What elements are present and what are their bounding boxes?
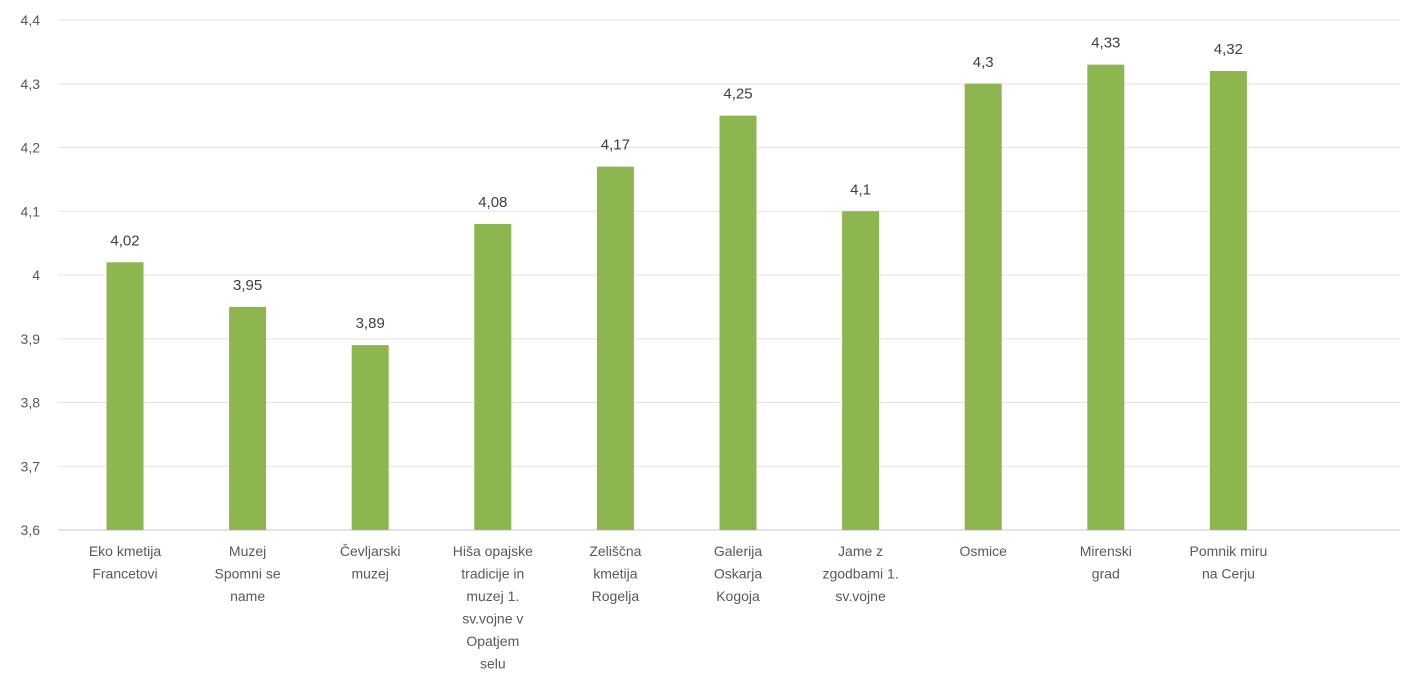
x-axis-category-labels: Eko kmetija Francetovi Muzej Spomni se name Č… xyxy=(89,543,1267,672)
category-label-line: Mirenski xyxy=(1080,543,1132,559)
category-label: Pomnik miru na Cerju xyxy=(1190,543,1268,582)
data-label: 4,3 xyxy=(973,54,994,71)
category-label-line: Osmice xyxy=(959,543,1007,559)
category-label-line: Zeliščna xyxy=(589,543,641,559)
bar xyxy=(1087,64,1125,530)
category-label: Hiša opajske tradicije in muzej 1. sv.vojne… xyxy=(453,543,533,672)
y-tick-label: 3,6 xyxy=(21,522,41,538)
category-label-line: na Cerju xyxy=(1202,566,1255,582)
category-label-line: Opatjem xyxy=(466,633,519,649)
data-label: 3,89 xyxy=(356,315,385,332)
bar xyxy=(596,166,634,530)
bar xyxy=(106,262,144,530)
category-label: Osmice xyxy=(959,543,1007,559)
category-label-line: kmetija xyxy=(593,566,638,582)
y-tick-label: 4,4 xyxy=(21,12,41,28)
category-label-line: Rogelja xyxy=(592,588,640,604)
category-label-line: Pomnik miru xyxy=(1190,543,1268,559)
y-tick-label: 4,3 xyxy=(21,76,41,92)
y-tick-label: 3,9 xyxy=(21,331,41,347)
category-label-line: Čevljarski xyxy=(340,543,401,559)
category-label-line: Eko kmetija xyxy=(89,543,162,559)
data-label: 3,95 xyxy=(233,277,262,294)
bar xyxy=(474,224,512,530)
category-label-line: Francetovi xyxy=(92,566,157,582)
category-label-line: zgodbami 1. xyxy=(822,566,898,582)
category-label-line: selu xyxy=(480,656,506,672)
category-label: Eko kmetija Francetovi xyxy=(89,543,162,582)
category-label-line: tradicije in xyxy=(461,566,524,582)
bars xyxy=(106,64,1247,530)
data-label: 4,02 xyxy=(110,232,139,249)
y-tick-label: 4 xyxy=(32,267,40,283)
category-label: Muzej Spomni se name xyxy=(215,543,281,604)
bar xyxy=(964,83,1002,530)
category-label-line: sv.vojne xyxy=(835,588,886,604)
data-label: 4,08 xyxy=(478,194,507,211)
bar xyxy=(842,211,880,530)
category-label-line: grad xyxy=(1092,566,1120,582)
data-label: 4,33 xyxy=(1091,35,1120,52)
y-tick-label: 4,1 xyxy=(21,203,41,219)
category-label: Zeliščna kmetija Rogelja xyxy=(589,543,641,604)
category-label-line: Hiša opajske xyxy=(453,543,533,559)
category-label: Čevljarski muzej xyxy=(340,543,401,582)
category-label-line: muzej xyxy=(352,566,389,582)
data-label: 4,1 xyxy=(850,181,871,198)
category-label: Galerija Oskarja Kogoja xyxy=(714,543,762,604)
y-tick-label: 3,7 xyxy=(21,458,41,474)
category-label-line: name xyxy=(230,588,265,604)
y-tick-label: 4,2 xyxy=(21,140,41,156)
category-label-line: Kogoja xyxy=(716,588,760,604)
category-label-line: Jame z xyxy=(838,543,883,559)
data-label: 4,32 xyxy=(1214,41,1243,58)
bar xyxy=(351,345,389,530)
category-label-line: Spomni se xyxy=(215,566,281,582)
bar xyxy=(1209,71,1247,530)
data-labels: 4,02 3,95 3,89 4,08 4,17 4,25 4,1 4,3 4,33 4,32 xyxy=(110,35,1243,333)
bar xyxy=(719,115,757,530)
data-label: 4,25 xyxy=(723,86,752,103)
data-label: 4,17 xyxy=(601,137,630,154)
y-axis-tick-labels: 3,6 3,7 3,8 3,9 4 4,1 4,2 4,3 4,4 xyxy=(21,12,41,538)
category-label: Mirenski grad xyxy=(1080,543,1132,582)
category-label-line: Galerija xyxy=(714,543,762,559)
category-label: Jame z zgodbami 1. sv.vojne xyxy=(822,543,898,604)
y-tick-label: 3,8 xyxy=(21,395,41,411)
category-label-line: sv.vojne v xyxy=(462,611,523,627)
category-label-line: muzej 1. xyxy=(466,588,519,604)
category-label-line: Muzej xyxy=(229,543,266,559)
bar xyxy=(229,306,267,530)
category-label-line: Oskarja xyxy=(714,566,762,582)
